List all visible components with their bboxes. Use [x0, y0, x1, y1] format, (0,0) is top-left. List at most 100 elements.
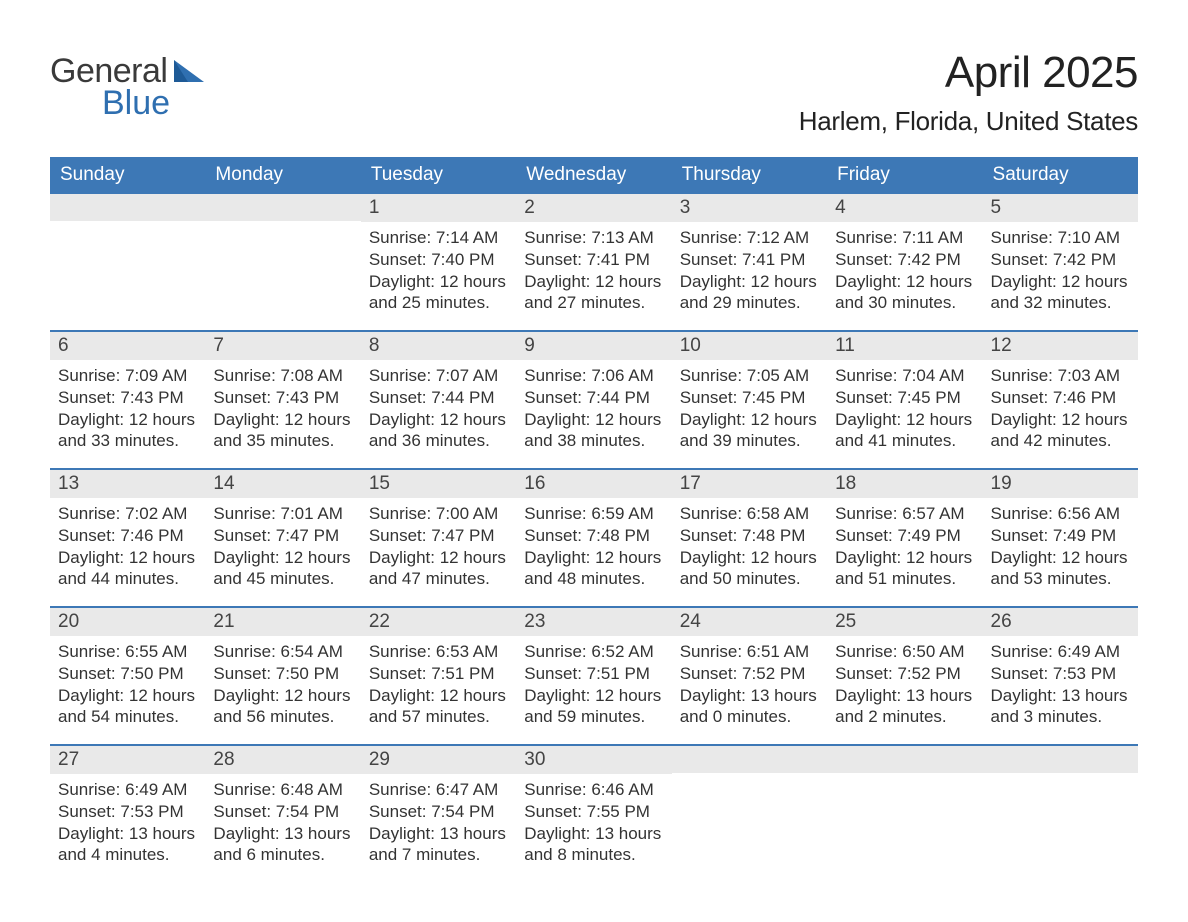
daylight-line: Daylight: 12 hours and 36 minutes. — [369, 409, 508, 453]
sunset-line: Sunset: 7:46 PM — [58, 525, 197, 547]
sunset-line: Sunset: 7:42 PM — [991, 249, 1130, 271]
sunrise-line: Sunrise: 6:52 AM — [524, 641, 663, 663]
calendar-day — [672, 746, 827, 882]
sunrise-line: Sunrise: 7:11 AM — [835, 227, 974, 249]
sunrise-line: Sunrise: 7:06 AM — [524, 365, 663, 387]
sunset-line: Sunset: 7:46 PM — [991, 387, 1130, 409]
sunrise-line: Sunrise: 7:05 AM — [680, 365, 819, 387]
day-body: Sunrise: 7:12 AMSunset: 7:41 PMDaylight:… — [672, 222, 827, 314]
day-number: 12 — [983, 332, 1138, 360]
sunset-line: Sunset: 7:45 PM — [680, 387, 819, 409]
daylight-line: Daylight: 13 hours and 7 minutes. — [369, 823, 508, 867]
day-number: 15 — [361, 470, 516, 498]
day-number: 14 — [205, 470, 360, 498]
day-body: Sunrise: 6:58 AMSunset: 7:48 PMDaylight:… — [672, 498, 827, 590]
sunrise-line: Sunrise: 7:07 AM — [369, 365, 508, 387]
calendar: Sunday Monday Tuesday Wednesday Thursday… — [50, 157, 1138, 882]
calendar-day: 1Sunrise: 7:14 AMSunset: 7:40 PMDaylight… — [361, 194, 516, 330]
daylight-line: Daylight: 12 hours and 39 minutes. — [680, 409, 819, 453]
sunset-line: Sunset: 7:41 PM — [524, 249, 663, 271]
sunset-line: Sunset: 7:41 PM — [680, 249, 819, 271]
sunrise-line: Sunrise: 7:01 AM — [213, 503, 352, 525]
calendar-day: 11Sunrise: 7:04 AMSunset: 7:45 PMDayligh… — [827, 332, 982, 468]
day-number: 9 — [516, 332, 671, 360]
day-number: 1 — [361, 194, 516, 222]
daylight-line: Daylight: 12 hours and 56 minutes. — [213, 685, 352, 729]
sunset-line: Sunset: 7:54 PM — [213, 801, 352, 823]
dow-sunday: Sunday — [50, 157, 205, 194]
daylight-line: Daylight: 12 hours and 42 minutes. — [991, 409, 1130, 453]
daylight-line: Daylight: 12 hours and 48 minutes. — [524, 547, 663, 591]
sunrise-line: Sunrise: 7:13 AM — [524, 227, 663, 249]
day-body: Sunrise: 7:08 AMSunset: 7:43 PMDaylight:… — [205, 360, 360, 452]
daylight-line: Daylight: 13 hours and 2 minutes. — [835, 685, 974, 729]
dow-wednesday: Wednesday — [516, 157, 671, 194]
page-title: April 2025 — [799, 48, 1138, 98]
daylight-line: Daylight: 12 hours and 47 minutes. — [369, 547, 508, 591]
sunset-line: Sunset: 7:54 PM — [369, 801, 508, 823]
sunset-line: Sunset: 7:47 PM — [369, 525, 508, 547]
calendar-day: 23Sunrise: 6:52 AMSunset: 7:51 PMDayligh… — [516, 608, 671, 744]
sunset-line: Sunset: 7:55 PM — [524, 801, 663, 823]
sunrise-line: Sunrise: 6:46 AM — [524, 779, 663, 801]
daylight-line: Daylight: 12 hours and 44 minutes. — [58, 547, 197, 591]
day-number: 27 — [50, 746, 205, 774]
day-number — [205, 194, 360, 221]
day-number: 29 — [361, 746, 516, 774]
sunrise-line: Sunrise: 7:00 AM — [369, 503, 508, 525]
daylight-line: Daylight: 12 hours and 59 minutes. — [524, 685, 663, 729]
day-body: Sunrise: 6:55 AMSunset: 7:50 PMDaylight:… — [50, 636, 205, 728]
day-number: 10 — [672, 332, 827, 360]
day-number: 23 — [516, 608, 671, 636]
calendar-day: 14Sunrise: 7:01 AMSunset: 7:47 PMDayligh… — [205, 470, 360, 606]
sunset-line: Sunset: 7:51 PM — [369, 663, 508, 685]
daylight-line: Daylight: 13 hours and 6 minutes. — [213, 823, 352, 867]
sunset-line: Sunset: 7:50 PM — [213, 663, 352, 685]
daylight-line: Daylight: 12 hours and 35 minutes. — [213, 409, 352, 453]
day-body: Sunrise: 7:02 AMSunset: 7:46 PMDaylight:… — [50, 498, 205, 590]
daylight-line: Daylight: 12 hours and 41 minutes. — [835, 409, 974, 453]
sunset-line: Sunset: 7:49 PM — [835, 525, 974, 547]
sunset-line: Sunset: 7:45 PM — [835, 387, 974, 409]
daylight-line: Daylight: 12 hours and 50 minutes. — [680, 547, 819, 591]
day-body: Sunrise: 6:52 AMSunset: 7:51 PMDaylight:… — [516, 636, 671, 728]
day-number — [827, 746, 982, 773]
day-number: 17 — [672, 470, 827, 498]
sunset-line: Sunset: 7:48 PM — [524, 525, 663, 547]
calendar-week: 1Sunrise: 7:14 AMSunset: 7:40 PMDaylight… — [50, 194, 1138, 330]
calendar-day — [50, 194, 205, 330]
calendar-week: 6Sunrise: 7:09 AMSunset: 7:43 PMDaylight… — [50, 330, 1138, 468]
logo: General Blue — [50, 48, 204, 123]
sunrise-line: Sunrise: 7:03 AM — [991, 365, 1130, 387]
daylight-line: Daylight: 12 hours and 54 minutes. — [58, 685, 197, 729]
sunrise-line: Sunrise: 6:53 AM — [369, 641, 508, 663]
daylight-line: Daylight: 13 hours and 3 minutes. — [991, 685, 1130, 729]
day-body: Sunrise: 6:46 AMSunset: 7:55 PMDaylight:… — [516, 774, 671, 866]
dow-saturday: Saturday — [983, 157, 1138, 194]
day-number: 25 — [827, 608, 982, 636]
sunrise-line: Sunrise: 6:55 AM — [58, 641, 197, 663]
sunrise-line: Sunrise: 6:54 AM — [213, 641, 352, 663]
sunrise-line: Sunrise: 6:47 AM — [369, 779, 508, 801]
day-body: Sunrise: 7:00 AMSunset: 7:47 PMDaylight:… — [361, 498, 516, 590]
dow-friday: Friday — [827, 157, 982, 194]
day-body: Sunrise: 7:14 AMSunset: 7:40 PMDaylight:… — [361, 222, 516, 314]
calendar-day: 3Sunrise: 7:12 AMSunset: 7:41 PMDaylight… — [672, 194, 827, 330]
calendar-day: 7Sunrise: 7:08 AMSunset: 7:43 PMDaylight… — [205, 332, 360, 468]
day-number: 13 — [50, 470, 205, 498]
daylight-line: Daylight: 13 hours and 8 minutes. — [524, 823, 663, 867]
calendar-day — [205, 194, 360, 330]
sunrise-line: Sunrise: 6:59 AM — [524, 503, 663, 525]
sunset-line: Sunset: 7:42 PM — [835, 249, 974, 271]
sunrise-line: Sunrise: 6:50 AM — [835, 641, 974, 663]
calendar-day: 28Sunrise: 6:48 AMSunset: 7:54 PMDayligh… — [205, 746, 360, 882]
day-body: Sunrise: 6:54 AMSunset: 7:50 PMDaylight:… — [205, 636, 360, 728]
daylight-line: Daylight: 12 hours and 32 minutes. — [991, 271, 1130, 315]
calendar-week: 27Sunrise: 6:49 AMSunset: 7:53 PMDayligh… — [50, 744, 1138, 882]
sunset-line: Sunset: 7:48 PM — [680, 525, 819, 547]
sunset-line: Sunset: 7:43 PM — [213, 387, 352, 409]
day-number: 8 — [361, 332, 516, 360]
day-number — [983, 746, 1138, 773]
page-subtitle: Harlem, Florida, United States — [799, 106, 1138, 137]
day-number: 18 — [827, 470, 982, 498]
